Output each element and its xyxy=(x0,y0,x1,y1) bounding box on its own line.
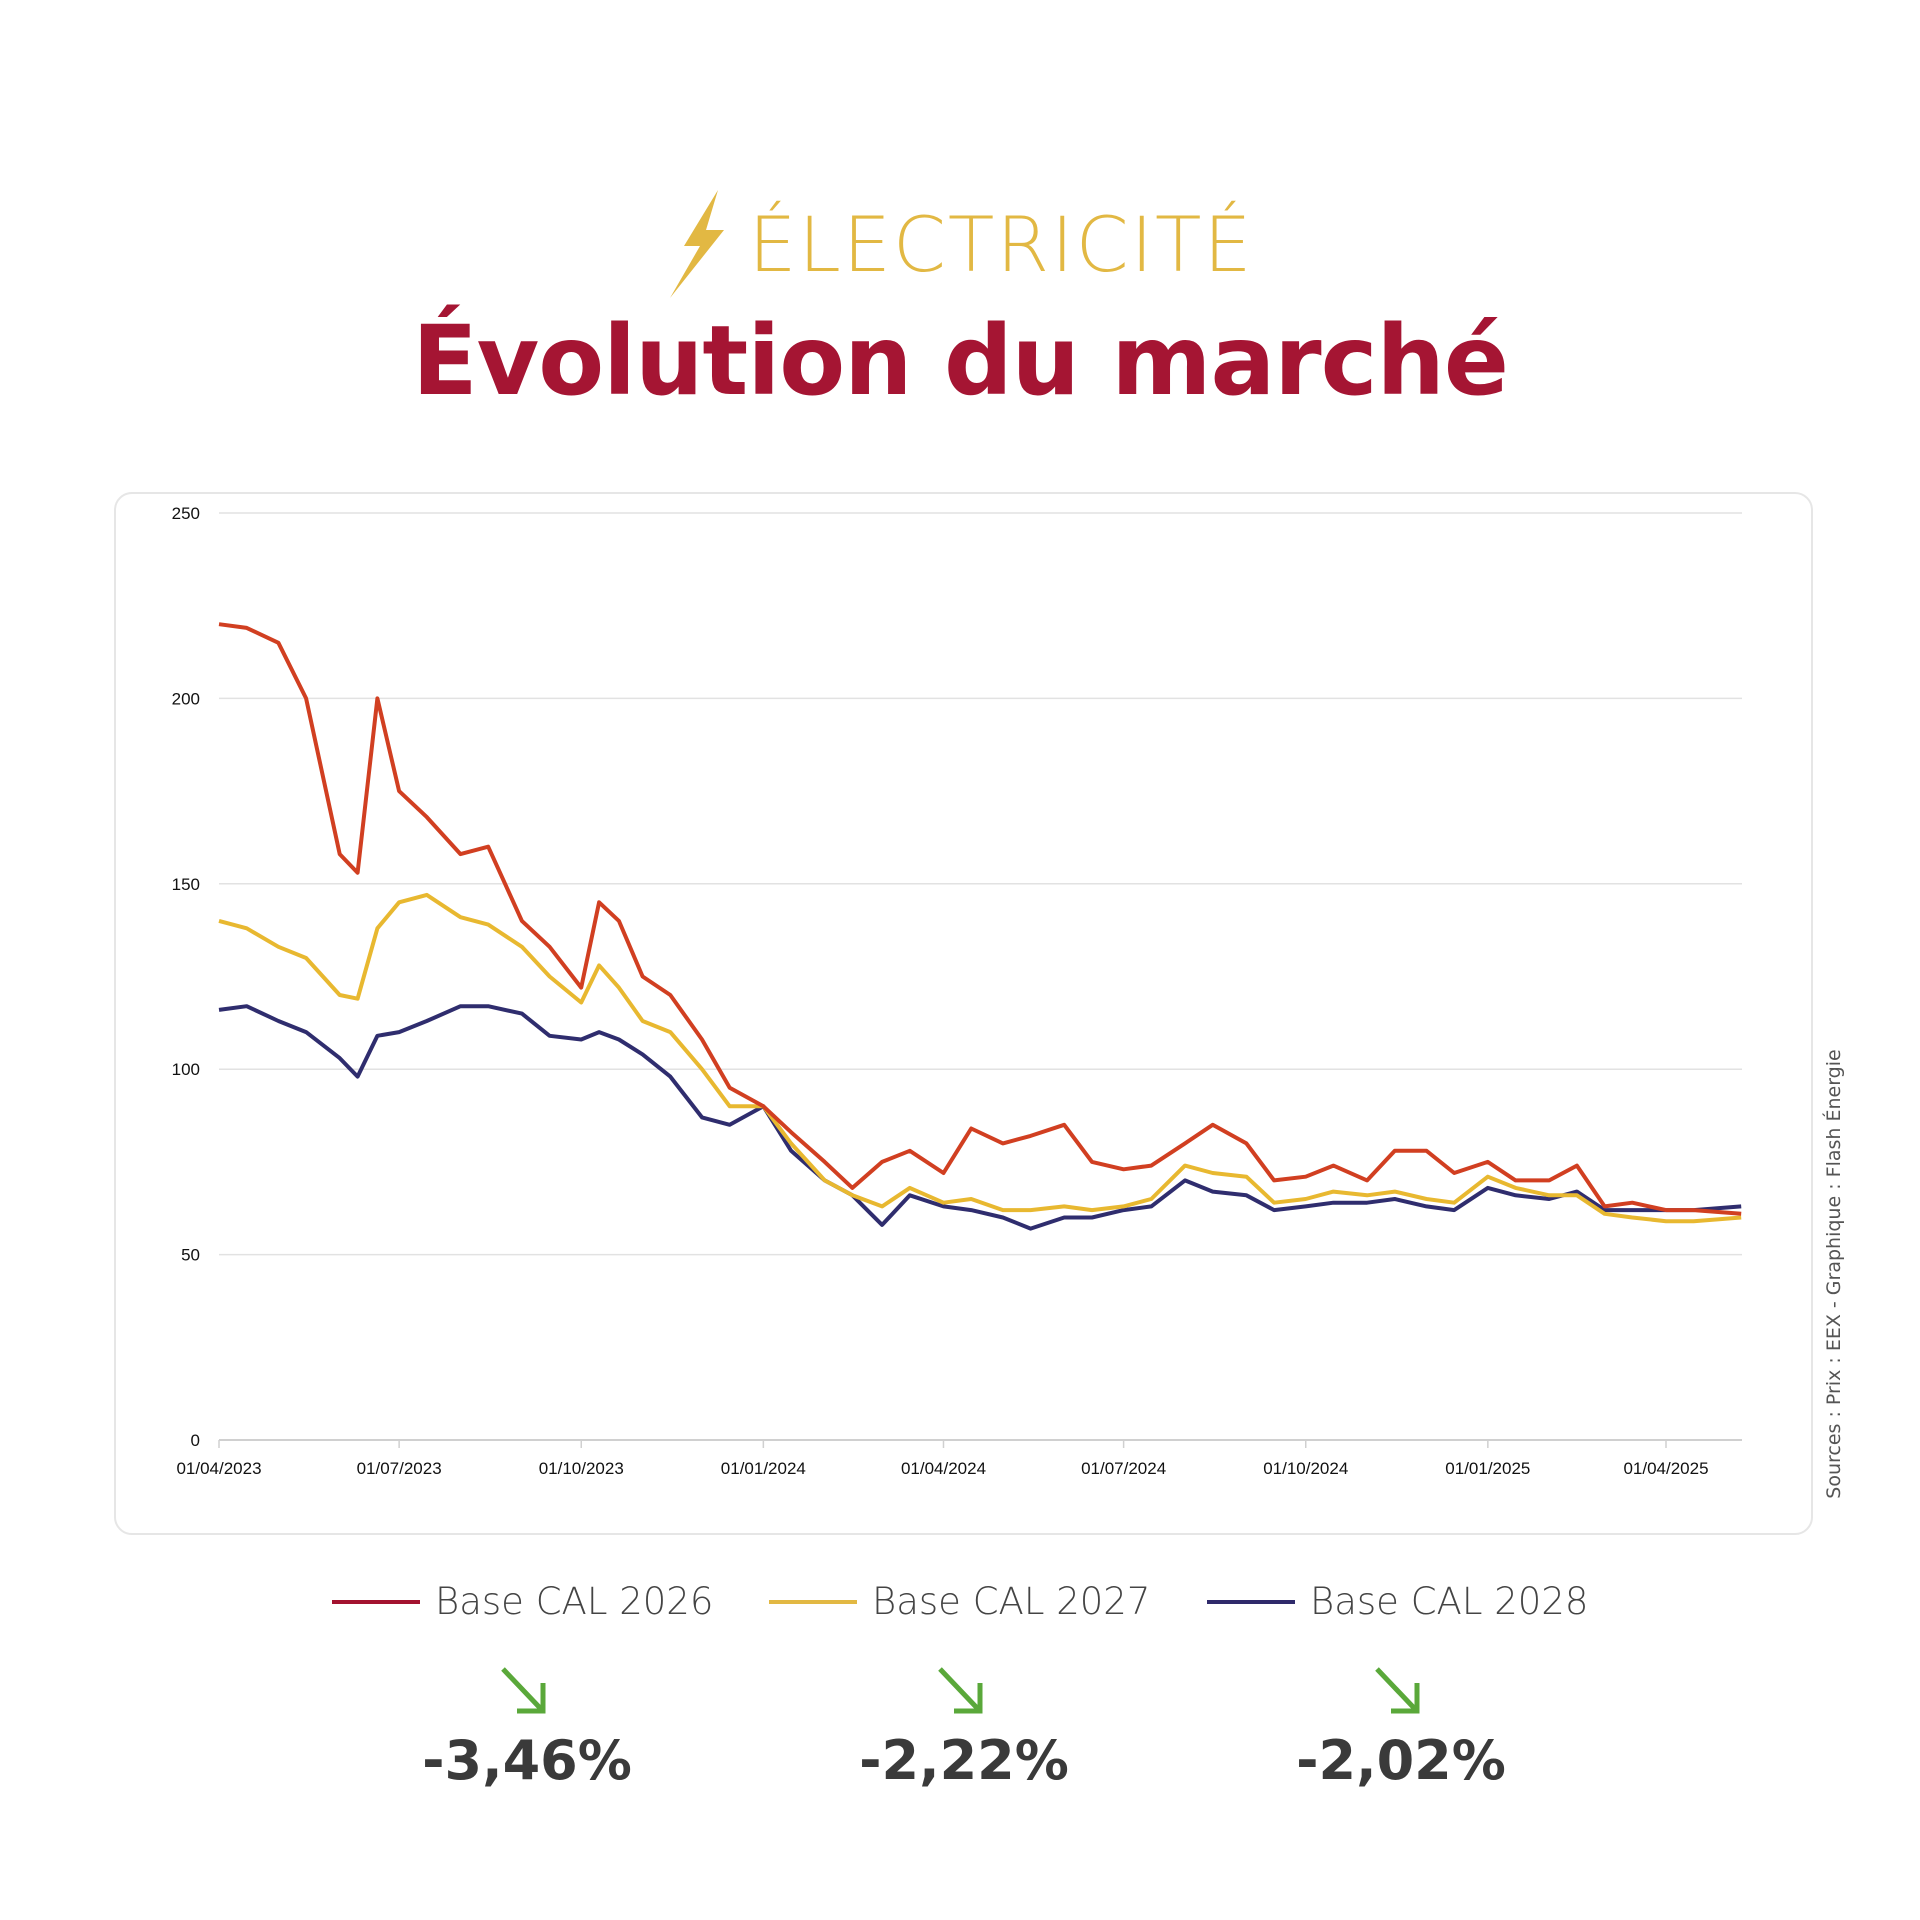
x-tick-label: 01/01/2024 xyxy=(721,1459,806,1478)
change-cal-2027: -2,22% xyxy=(814,1665,1114,1792)
legend-swatch xyxy=(769,1599,857,1604)
chart-card xyxy=(114,492,1813,1535)
x-tick-label: 01/01/2025 xyxy=(1445,1459,1530,1478)
legend-swatch xyxy=(1207,1599,1295,1604)
x-tick-label: 01/04/2023 xyxy=(176,1459,261,1478)
y-tick-label: 0 xyxy=(191,1431,200,1450)
arrow-down-right-icon xyxy=(938,1667,983,1714)
y-tick-label: 150 xyxy=(172,875,200,894)
x-tick-label: 01/07/2023 xyxy=(357,1459,442,1478)
lightning-bolt-icon xyxy=(670,190,725,298)
arrow-down-right-icon xyxy=(1375,1667,1420,1714)
series-line-base-cal-2027 xyxy=(218,892,1742,1224)
y-tick-label: 50 xyxy=(181,1246,200,1265)
series-line-base-cal-2028 xyxy=(218,1004,1742,1231)
legend-item-cal-2028: Base CAL 2028 xyxy=(1207,1580,1588,1623)
change-value: -3,46% xyxy=(422,1729,632,1792)
y-tick-label: 250 xyxy=(172,504,200,523)
legend-label: Base CAL 2028 xyxy=(1310,1580,1589,1623)
x-tick-label: 01/10/2024 xyxy=(1263,1459,1348,1478)
y-tick-label: 200 xyxy=(172,689,200,708)
x-tick-label: 01/04/2025 xyxy=(1623,1459,1708,1478)
arrow-down-right-icon xyxy=(501,1667,546,1714)
x-tick-label: 01/07/2024 xyxy=(1081,1459,1166,1478)
source-credit: Sources : Prix : EEX - Graphique : Flash… xyxy=(1823,1049,1845,1499)
page-title: Évolution du marché xyxy=(412,305,1509,417)
legend-swatch xyxy=(332,1599,420,1604)
legend-label: Base CAL 2027 xyxy=(872,1580,1151,1623)
x-tick-label: 01/04/2024 xyxy=(901,1459,986,1478)
change-value: -2,22% xyxy=(859,1729,1069,1792)
x-tick-label: 01/10/2023 xyxy=(539,1459,624,1478)
series-line-base-cal-2026 xyxy=(218,622,1742,1216)
change-cal-2028: -2,02% xyxy=(1251,1665,1551,1792)
legend-item-cal-2027: Base CAL 2027 xyxy=(769,1580,1150,1623)
section-kicker: ÉLECTRICITÉ xyxy=(0,190,1920,298)
y-tick-label: 100 xyxy=(172,1060,200,1079)
change-cal-2026: -3,46% xyxy=(377,1665,677,1792)
legend-label: Base CAL 2026 xyxy=(435,1580,714,1623)
kicker-text: ÉLECTRICITÉ xyxy=(748,199,1254,289)
legend-item-cal-2026: Base CAL 2026 xyxy=(332,1580,713,1623)
change-value: -2,02% xyxy=(1296,1729,1506,1792)
